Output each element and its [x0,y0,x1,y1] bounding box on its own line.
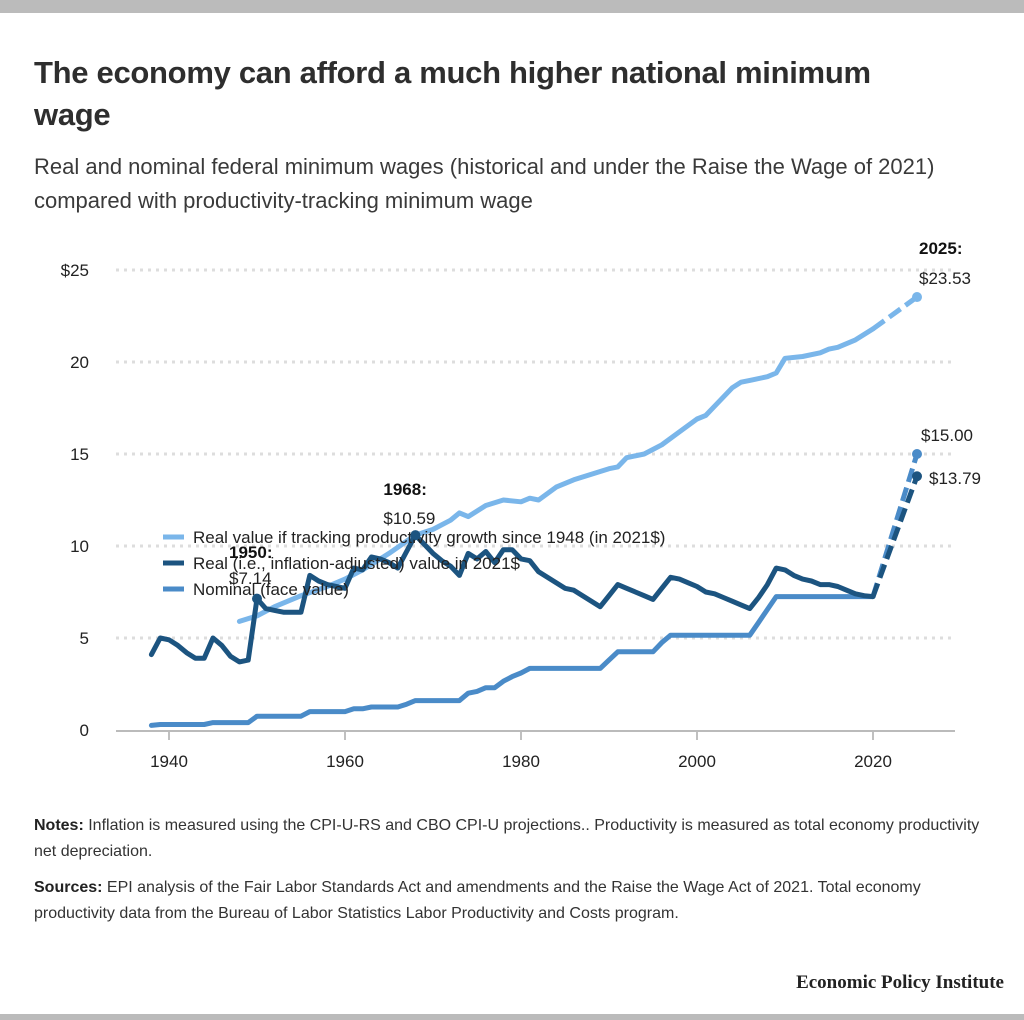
annotation-year: 1968: [383,480,426,499]
series-line [148,594,876,728]
sources: Sources: EPI analysis of the Fair Labor … [34,875,994,927]
y-axis: 0 5 10 15 20 $25 [61,261,89,740]
sources-label: Sources: [34,879,103,896]
notes-label: Notes: [34,817,84,834]
annotations: 1950: $7.14 1968: $10.59 2025: $23.53 $15.00 $1… [229,240,981,604]
projection-line [870,475,920,598]
annotation-value: $15.00 [921,426,973,445]
x-axis: 1940 1960 1980 2000 2020 [116,730,955,771]
annotation-year: 1950: [229,543,272,562]
annotation-value: $10.59 [383,509,435,528]
line-chart: 0 5 10 15 20 $25 1940 1960 1980 2000 2020 Real va… [61,240,981,771]
y-tick-label: 10 [70,537,89,556]
sources-text: EPI analysis of the Fair Labor Standards… [34,879,921,922]
data-point-marker [912,471,922,482]
y-tick-label: 15 [70,445,89,464]
x-tick-label: 1960 [326,752,364,771]
series-lines [148,294,920,728]
data-point-marker [912,449,922,459]
x-tick-label: 2000 [678,752,716,771]
series-line [236,326,876,624]
y-tick-label: 0 [80,721,89,740]
series-line [148,532,876,665]
x-tick-label: 1940 [150,752,188,771]
data-point-marker [252,593,262,604]
chart-subtitle: Real and nominal federal minimum wages (… [34,154,935,213]
x-tick-label: 1980 [502,752,540,771]
organization-logo: Economic Policy Institute [796,972,1004,993]
projection-line [871,294,919,331]
data-point-marker [912,292,922,303]
annotation-value: $7.14 [229,569,272,588]
notes-text: Inflation is measured using the CPI-U-RS… [34,817,980,860]
top-border [0,0,1024,13]
x-tick-label: 2020 [854,752,892,771]
legend-label: Nominal (face value) [193,580,349,599]
legend-label: Real (i.e., inflation-adjusted) value in… [193,554,521,573]
y-tick-label: $25 [61,261,89,280]
annotation-year: 2025: [919,240,962,258]
notes: Notes: Inflation is measured using the C… [34,813,994,865]
legend-label: Real value if tracking productivity grow… [193,528,665,547]
legend: Real value if tracking productivity grow… [163,528,665,599]
annotation-value: $23.53 [919,269,971,288]
data-point-marker [410,530,421,541]
annotation-value: $13.79 [929,469,981,488]
chart-title: The economy can afford a much higher nat… [34,55,871,132]
bottom-border [0,1014,1024,1020]
y-tick-label: 5 [80,629,89,648]
y-tick-label: 20 [70,353,89,372]
